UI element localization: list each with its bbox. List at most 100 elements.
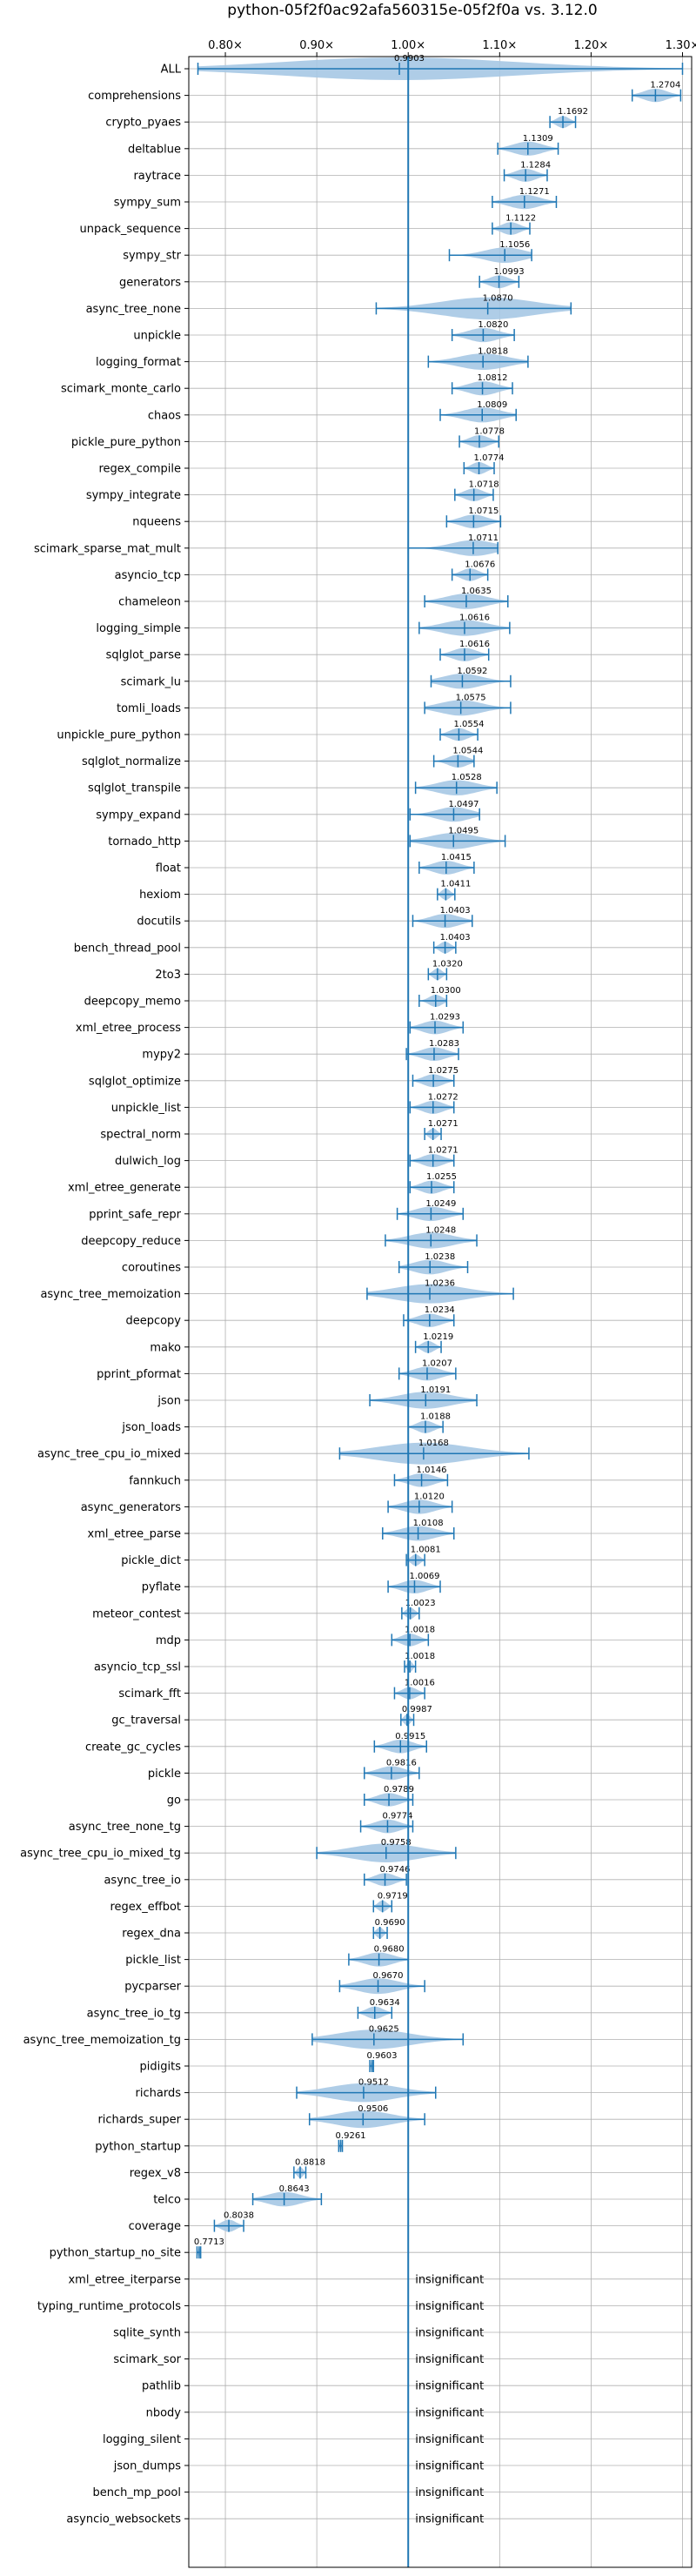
grid-layer (189, 57, 692, 2567)
value-label: 1.0069 (409, 1572, 439, 1581)
category-label: async_tree_memoization (40, 1288, 181, 1301)
value-label: 0.9512 (358, 2078, 389, 2088)
category-label: create_gc_cycles (85, 1741, 181, 1754)
value-label: 1.1692 (558, 107, 588, 117)
insignificant-label: insignificant (415, 2327, 484, 2340)
category-label: nqueens (132, 516, 181, 529)
category-label: typing_runtime_protocols (37, 2300, 181, 2313)
insignificant-label: insignificant (415, 2513, 484, 2526)
category-label: logging_simple (96, 622, 181, 635)
value-label: 1.0191 (420, 1385, 451, 1395)
insignificant-label: insignificant (415, 2406, 484, 2419)
category-label: sympy_sum (114, 197, 181, 210)
value-label: 1.0403 (440, 933, 471, 943)
category-label: unpickle (133, 330, 181, 343)
plot-frame (188, 56, 693, 2568)
category-label: unpickle_pure_python (57, 729, 181, 742)
value-label: 1.0778 (474, 426, 505, 436)
category-label: regex_dna (122, 1928, 181, 1941)
value-label: 0.9987 (402, 1705, 432, 1714)
value-label: 0.9789 (384, 1785, 414, 1794)
value-label: 1.1122 (505, 214, 536, 224)
value-label: 1.0188 (420, 1412, 451, 1422)
value-label: 0.8643 (279, 2184, 310, 2194)
category-label: 2to3 (155, 969, 181, 982)
value-label: 0.9915 (395, 1732, 425, 1741)
value-label: 1.0249 (425, 1199, 456, 1209)
value-label: 1.0023 (405, 1599, 436, 1608)
category-label: generators (119, 276, 181, 289)
value-label: 1.0718 (469, 480, 499, 490)
category-label: regex_v8 (130, 2167, 181, 2180)
category-label: pickle (148, 1768, 181, 1781)
category-label: logging_silent (103, 2433, 181, 2446)
category-label: float (156, 862, 181, 875)
value-label: 1.0018 (405, 1652, 435, 1661)
value-label: 0.9719 (378, 1891, 408, 1901)
category-label: xml_etree_iterparse (68, 2273, 181, 2286)
category-label: sympy_integrate (86, 489, 181, 502)
category-label: mypy2 (142, 1049, 181, 1062)
value-label: 0.9506 (358, 2104, 388, 2114)
value-label: 0.9261 (336, 2131, 366, 2141)
category-label: hexiom (139, 889, 181, 902)
value-label: 1.0108 (413, 1519, 444, 1528)
category-label: sqlite_synth (113, 2327, 181, 2340)
category-label: sympy_str (123, 250, 181, 263)
violin-layer: 0.9903 1.2704 1.1692 1.1309 1.1284 1.1271 1.11… (194, 54, 684, 2526)
category-label: python_startup (95, 2140, 181, 2153)
insignificant-label: insignificant (415, 2486, 484, 2499)
category-label: bench_thread_pool (74, 942, 181, 955)
category-label: scimark_monte_carlo (61, 383, 181, 396)
value-label: 1.0820 (478, 320, 508, 330)
category-label: mdp (156, 1634, 181, 1647)
category-label: deepcopy (125, 1315, 181, 1328)
category-label: async_tree_cpu_io_mixed (37, 1448, 181, 1461)
value-label: 0.9634 (370, 1998, 400, 2008)
category-label: json_dumps (113, 2460, 181, 2473)
value-label: 0.9746 (380, 1865, 411, 1875)
value-label: 1.0554 (453, 720, 484, 729)
insignificant-label: insignificant (415, 2273, 484, 2286)
category-label: richards_super (97, 2114, 181, 2127)
value-label: 1.0635 (461, 587, 492, 596)
category-label: chaos (148, 409, 181, 422)
x-tick-label: 1.20× (573, 39, 608, 52)
category-label: asyncio_tcp (115, 569, 181, 582)
category-label: nbody (146, 2406, 182, 2419)
value-label: 1.0271 (428, 1119, 458, 1129)
value-label: 1.0575 (456, 693, 486, 702)
category-label: sqlglot_optimize (89, 1075, 181, 1088)
chart-title: python-05f2f0ac92afa560315e-05f2f0a vs. … (227, 2, 597, 19)
category-label: async_tree_none (86, 303, 181, 316)
value-label: 0.7713 (194, 2237, 224, 2247)
category-label: bench_mp_pool (92, 2486, 181, 2499)
insignificant-label: insignificant (415, 2353, 484, 2366)
value-label: 0.9816 (386, 1758, 417, 1768)
category-label: raytrace (133, 170, 181, 183)
value-label: 1.0993 (494, 267, 525, 277)
category-label: regex_effbot (110, 1901, 181, 1914)
category-label: docutils (137, 916, 181, 929)
x-axis: 0.80× 0.90× 1.00× 1.10× 1.20× 1.30× (208, 39, 696, 57)
value-label: 1.0207 (422, 1358, 452, 1368)
value-label: 0.9680 (374, 1945, 405, 1955)
value-label: 1.0818 (478, 347, 508, 357)
value-label: 1.0255 (426, 1172, 457, 1182)
category-labels: ALL comprehensions crypto_pyaes deltablue ra… (20, 64, 189, 2526)
value-label: 0.8818 (295, 2157, 325, 2167)
value-label: 1.0616 (459, 640, 490, 649)
insignificant-label: insignificant (415, 2460, 484, 2473)
category-label: asyncio_tcp_ssl (94, 1661, 181, 1674)
category-label: async_tree_none_tg (69, 1821, 181, 1834)
x-tick-label: 1.00× (391, 39, 425, 52)
value-label: 1.0219 (423, 1332, 453, 1342)
category-label: pyflate (142, 1581, 181, 1594)
category-label: unpickle_list (111, 1102, 181, 1115)
category-label: chameleon (118, 596, 181, 609)
value-label: 1.0812 (478, 373, 508, 383)
value-label: 1.0283 (429, 1039, 459, 1049)
category-label: coverage (129, 2220, 181, 2233)
category-label: pickle_pure_python (71, 436, 181, 449)
value-label: 1.0870 (483, 293, 513, 303)
